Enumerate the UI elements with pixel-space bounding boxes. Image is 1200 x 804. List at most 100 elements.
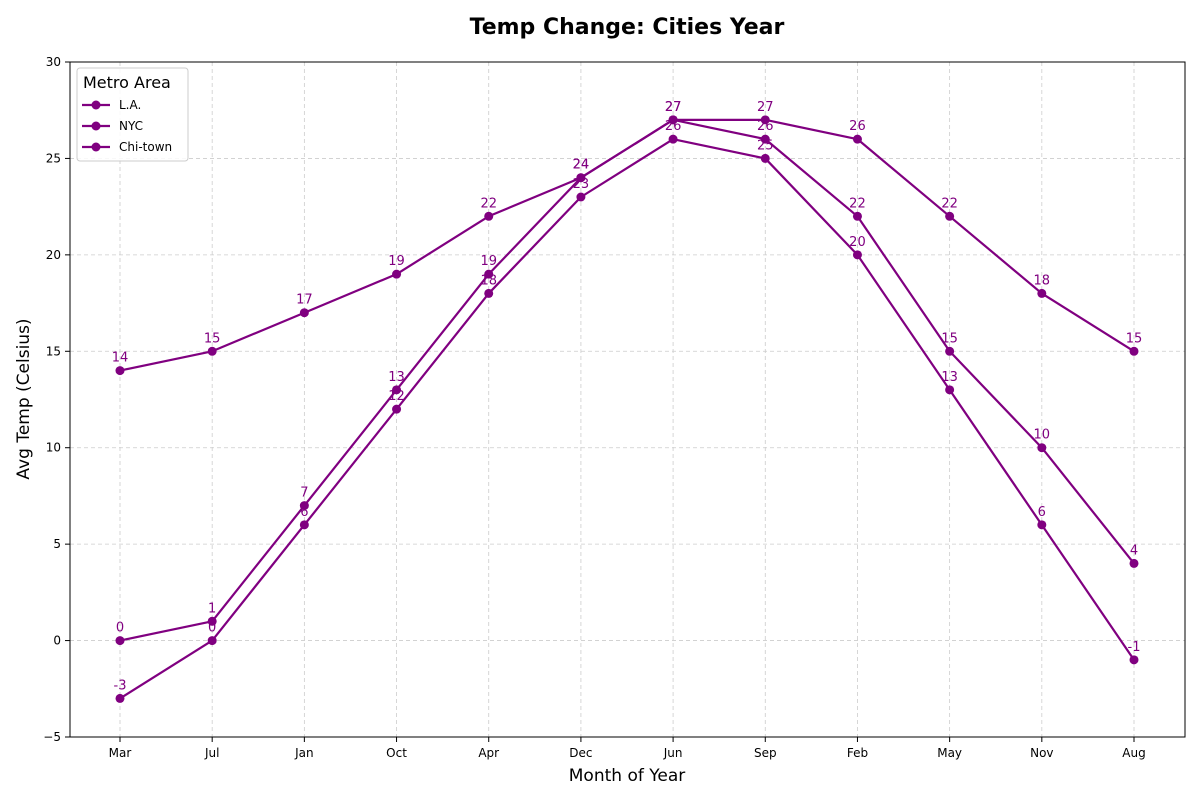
legend-item-label: Chi-town — [119, 140, 172, 154]
x-axis-label: Month of Year — [569, 766, 685, 786]
data-label: 17 — [296, 293, 313, 308]
legend-swatch-marker — [91, 121, 101, 131]
series-l-a- — [115, 115, 1139, 376]
x-tick-label: Jul — [204, 746, 219, 760]
y-tick-label: 15 — [46, 344, 61, 358]
data-point — [484, 269, 494, 279]
plot-frame — [69, 61, 1186, 738]
y-tick-label: 5 — [53, 537, 61, 551]
data-label: 24 — [573, 158, 590, 173]
data-point — [668, 115, 678, 125]
axes: Mar Jul Jan Oct Apr Dec Jun Sep Feb May Nov Aug −5 0 5… — [43, 55, 1186, 760]
data-point — [1037, 520, 1047, 530]
x-tick-label: Jun — [663, 746, 683, 760]
data-label: 4 — [1130, 543, 1138, 558]
data-point — [392, 385, 402, 395]
legend-box — [76, 67, 189, 162]
x-tick-label: Jan — [294, 746, 314, 760]
y-tick-label: 20 — [46, 248, 61, 262]
x-tick-label: Nov — [1030, 746, 1053, 760]
data-label: 20 — [849, 235, 866, 250]
data-label: 13 — [388, 370, 405, 385]
data-point — [760, 115, 770, 125]
data-point — [115, 693, 125, 703]
data-point — [852, 250, 862, 260]
data-point — [115, 636, 125, 646]
data-point — [207, 636, 217, 646]
data-label: 22 — [480, 196, 497, 211]
data-label: 18 — [1034, 273, 1051, 288]
data-label: 15 — [204, 331, 221, 346]
data-point — [760, 134, 770, 144]
data-label: 26 — [665, 119, 682, 134]
data-label: 25 — [757, 138, 774, 153]
data-label: 27 — [665, 100, 682, 115]
series-line — [119, 138, 1135, 700]
data-point — [576, 173, 586, 183]
legend-title: Metro Area — [83, 73, 171, 92]
data-label: 22 — [941, 196, 958, 211]
data-point — [576, 192, 586, 202]
data-point — [1129, 346, 1139, 356]
data-point — [1129, 655, 1139, 665]
y-tick-label: 10 — [46, 441, 61, 455]
data-label: 27 — [665, 100, 682, 115]
data-label: 26 — [849, 119, 866, 134]
x-tick-label: Dec — [569, 746, 592, 760]
data-point — [945, 211, 955, 221]
data-label: 23 — [573, 177, 590, 192]
y-axis-label: Avg Temp (Celsius) — [14, 318, 34, 479]
x-tick-label: Mar — [109, 746, 132, 760]
legend-item-label: NYC — [119, 119, 143, 133]
data-label: 13 — [941, 370, 958, 385]
x-tick-label: May — [937, 746, 962, 760]
data-label: 24 — [573, 158, 590, 173]
legend-item-label: L.A. — [119, 98, 141, 112]
data-label: 1 — [208, 601, 216, 616]
data-label: 19 — [388, 254, 405, 269]
data-label: -1 — [1128, 640, 1141, 655]
data-label: 14 — [112, 351, 129, 366]
series-group — [115, 115, 1139, 703]
x-tick-label: Feb — [847, 746, 868, 760]
x-tick-label: Aug — [1122, 746, 1145, 760]
data-point — [760, 153, 770, 163]
data-label: 7 — [300, 486, 308, 501]
grid — [70, 61, 1185, 738]
data-label: 10 — [1034, 428, 1051, 443]
series-chi-town — [115, 134, 1139, 703]
y-tick-label: −5 — [43, 730, 61, 744]
data-label: 19 — [480, 254, 497, 269]
data-point — [299, 501, 309, 511]
data-point — [392, 269, 402, 279]
legend: Metro Area L.A. NYC Chi-town — [76, 67, 189, 162]
legend-swatch-marker — [91, 100, 101, 110]
data-label: 6 — [1038, 505, 1046, 520]
data-label: 6 — [300, 505, 308, 520]
data-point — [852, 211, 862, 221]
data-label: 12 — [388, 389, 405, 404]
series-nyc — [115, 115, 1139, 646]
x-tick-label: Sep — [754, 746, 777, 760]
data-point — [1037, 288, 1047, 298]
y-tick-label: 0 — [53, 634, 61, 648]
data-point — [115, 366, 125, 376]
data-point — [668, 134, 678, 144]
data-label: 0 — [116, 621, 124, 636]
data-label: 0 — [208, 621, 216, 636]
data-label: 22 — [849, 196, 866, 211]
series-line — [119, 118, 1135, 372]
data-point — [1037, 443, 1047, 453]
data-point — [945, 346, 955, 356]
data-label: 15 — [1126, 331, 1143, 346]
y-tick-label: 30 — [46, 55, 61, 69]
legend-swatch-marker — [91, 142, 101, 152]
data-point — [945, 385, 955, 395]
data-label: 18 — [480, 273, 497, 288]
data-label: 27 — [757, 100, 774, 115]
chart-title: Temp Change: Cities Year — [470, 15, 785, 40]
data-point — [1129, 558, 1139, 568]
